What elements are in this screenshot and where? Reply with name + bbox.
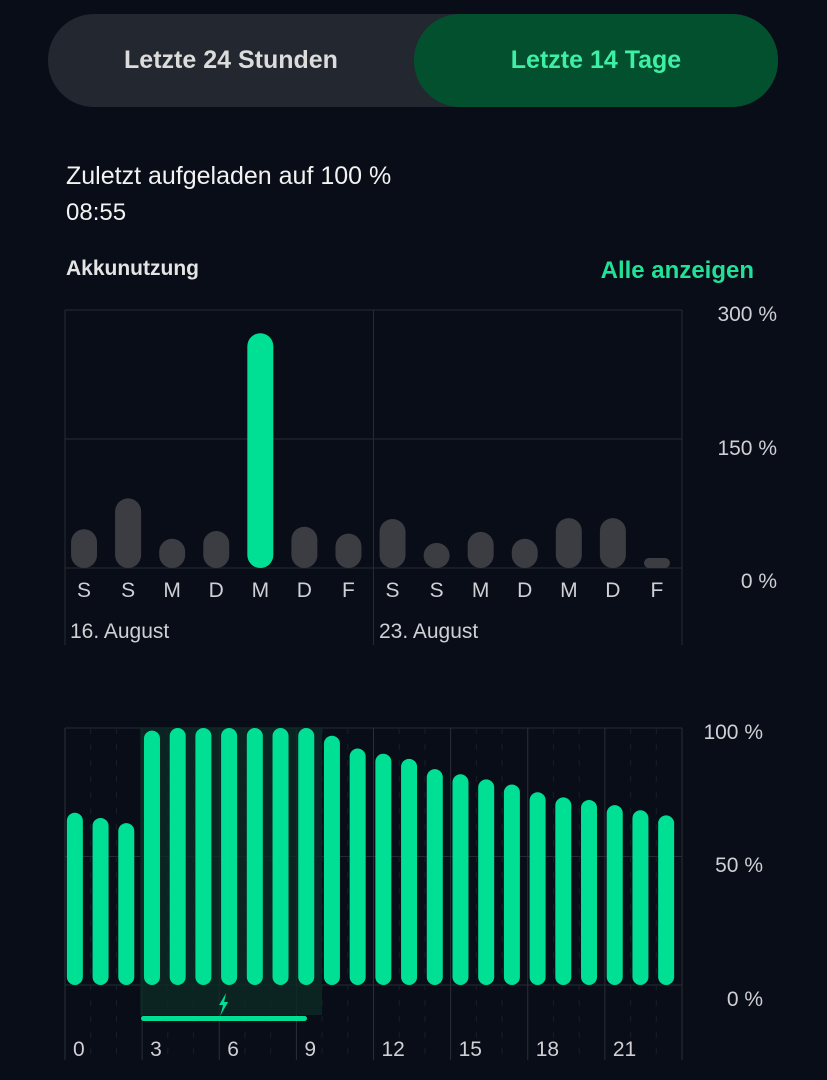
usage-bar — [511, 538, 538, 568]
last-charged-time: 08:55 — [66, 199, 127, 226]
battery-level-bar — [606, 805, 623, 985]
battery-level-bar — [658, 815, 675, 985]
week-label: 16. August — [70, 620, 169, 643]
usage-bar — [379, 518, 406, 568]
battery-level-bar — [581, 799, 598, 985]
usage-bar — [555, 518, 582, 568]
battery-level-bar — [401, 758, 418, 985]
usage-bar — [159, 538, 186, 568]
usage-bar — [599, 518, 626, 568]
charging-bolt-icon — [219, 993, 229, 1016]
battery-level-bar — [555, 797, 572, 985]
battery-level-bar — [632, 810, 649, 985]
usage-bar — [423, 543, 450, 568]
day-label: S — [386, 579, 400, 602]
battery-level-bar — [323, 735, 340, 985]
usage-bar — [643, 558, 670, 568]
battery-level-bar — [272, 728, 289, 985]
usage-bar — [115, 498, 142, 568]
usage-bar — [71, 529, 98, 568]
day-label: D — [517, 579, 532, 602]
period-tabs: Letzte 24 Stunden Letzte 14 Tage — [48, 14, 778, 107]
x-tick-label: 18 — [536, 1038, 559, 1061]
day-label: M — [252, 579, 270, 602]
battery-level-bar — [92, 817, 109, 985]
battery-level-bar — [66, 812, 83, 985]
x-tick-label: 21 — [613, 1038, 636, 1061]
y-tick-label: 150 % — [717, 437, 777, 460]
day-label: F — [651, 579, 664, 602]
battery-level-bar — [452, 774, 469, 985]
x-tick-label: 6 — [227, 1038, 239, 1061]
week-label: 23. August — [379, 620, 478, 643]
y-tick-label: 50 % — [715, 854, 763, 877]
x-tick-label: 12 — [382, 1038, 405, 1061]
day-label: M — [560, 579, 578, 602]
battery-level-bar — [298, 728, 315, 985]
section-title: Akkunutzung — [66, 257, 199, 280]
usage-bar — [335, 533, 362, 568]
day-label: M — [163, 579, 181, 602]
battery-level-bar — [221, 728, 238, 985]
tab-last-14-days[interactable]: Letzte 14 Tage — [414, 14, 778, 107]
last-charged-text: Zuletzt aufgeladen auf 100 % — [66, 162, 392, 190]
day-label: D — [297, 579, 312, 602]
x-tick-label: 0 — [73, 1038, 85, 1061]
x-tick-label: 9 — [304, 1038, 316, 1061]
charging-indicator — [141, 1016, 307, 1021]
battery-level-bar — [426, 769, 443, 985]
usage-bar — [203, 531, 230, 568]
day-label: D — [209, 579, 224, 602]
y-tick-label: 300 % — [717, 303, 777, 326]
day-label: S — [77, 579, 91, 602]
battery-level-bar — [349, 748, 366, 985]
battery-level-bar — [118, 823, 135, 985]
battery-level-bar — [169, 728, 186, 985]
x-tick-label: 15 — [459, 1038, 482, 1061]
tab-last-24-hours[interactable]: Letzte 24 Stunden — [124, 46, 338, 74]
y-tick-label: 0 % — [741, 570, 777, 593]
usage-bar — [247, 333, 274, 568]
battery-level-bar — [503, 784, 520, 985]
battery-level-bar — [143, 730, 160, 985]
battery-level-bar — [478, 779, 495, 985]
usage-bar — [467, 531, 494, 568]
usage-bar — [291, 526, 318, 568]
day-label: F — [342, 579, 355, 602]
y-tick-label: 0 % — [727, 988, 763, 1011]
day-label: D — [605, 579, 620, 602]
battery-level-bar — [375, 753, 392, 985]
battery-level-bar — [195, 728, 212, 985]
day-label: S — [430, 579, 444, 602]
day-label: S — [121, 579, 135, 602]
y-tick-label: 100 % — [703, 721, 763, 744]
battery-level-bar — [246, 728, 263, 985]
x-tick-label: 3 — [150, 1038, 162, 1061]
battery-level-bar — [529, 792, 546, 985]
show-all-link[interactable]: Alle anzeigen — [600, 257, 754, 284]
day-label: M — [472, 579, 490, 602]
